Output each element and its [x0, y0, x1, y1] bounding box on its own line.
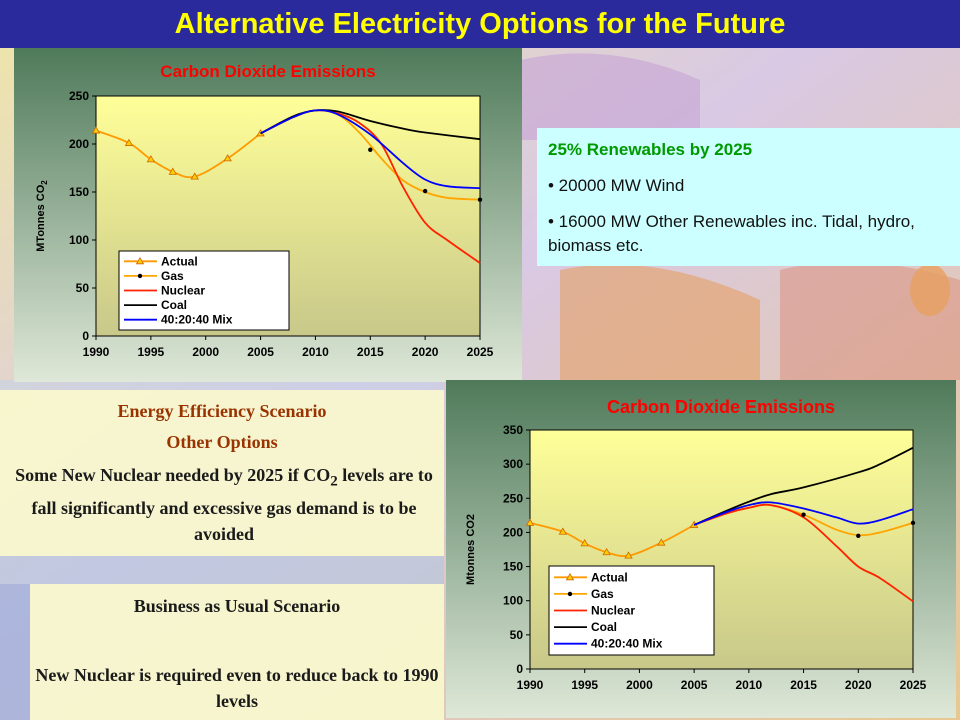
y-tick-label: 200 [503, 525, 523, 539]
y-axis-label: Mtonnes CO2 [465, 514, 477, 585]
gas-data-point [477, 197, 483, 202]
legend-label: Coal [161, 298, 187, 312]
y-axis-label: MTonnes CO2 [35, 180, 49, 252]
chart-title: Carbon Dioxide Emissions [607, 397, 835, 417]
actual-data-point [91, 126, 101, 134]
y-tick-label: 150 [69, 185, 89, 199]
legend-swatch-marker [137, 273, 143, 279]
y-tick-label: 250 [69, 89, 89, 103]
x-tick-label: 2000 [626, 678, 653, 692]
efficiency-scenario-text: Some New Nuclear needed by 2025 if CO2 l… [4, 462, 444, 547]
actual-data-point [146, 155, 156, 163]
legend-label: 40:20:40 Mix [591, 637, 663, 651]
renewables-bullet-other: • 16000 MW Other Renewables inc. Tidal, … [548, 212, 915, 255]
gas-data-point [910, 520, 916, 526]
y-tick-label: 350 [503, 423, 523, 437]
y-tick-label: 50 [510, 628, 524, 642]
x-tick-label: 2025 [900, 678, 927, 692]
x-tick-label: 2005 [247, 345, 274, 359]
y-tick-label: 100 [503, 594, 523, 608]
gas-data-point [801, 512, 806, 517]
legend-label: 40:20:40 Mix [161, 313, 233, 327]
business-as-usual-box: Business as Usual Scenario New Nuclear i… [30, 584, 444, 720]
actual-data-point [124, 138, 134, 146]
renewables-title: 25% Renewables by 2025 [548, 140, 753, 159]
legend-swatch-marker [567, 591, 573, 597]
co2-chart-energy-efficiency: Carbon Dioxide Emissions MTonnes CO2 0 50 10… [14, 48, 522, 382]
y-tick-label: 0 [516, 662, 523, 676]
x-tick-label: 2010 [736, 678, 763, 692]
series-line-nuclear [693, 503, 914, 603]
x-tick-label: 2020 [412, 345, 439, 359]
legend-label: Gas [161, 269, 184, 283]
series-line-coal [693, 446, 914, 526]
legend-swatch-marker [565, 573, 575, 581]
chart-title: Carbon Dioxide Emissions [160, 62, 375, 81]
legend-label: Nuclear [161, 284, 205, 298]
slide-title: Alternative Electricity Options for the … [0, 0, 960, 48]
legend-swatch-marker [135, 257, 145, 265]
gas-data-point [422, 188, 428, 194]
actual-data-point [602, 547, 611, 556]
x-tick-label: 2020 [845, 678, 872, 692]
actual-data-point [580, 539, 589, 547]
legend-label: Nuclear [591, 604, 635, 618]
x-tick-label: 1995 [571, 678, 598, 692]
y-tick-label: 300 [503, 457, 523, 471]
y-axis-label-main: Mtonnes CO2 [465, 514, 477, 585]
legend-label: Coal [591, 620, 617, 634]
x-tick-label: 1990 [83, 345, 110, 359]
legend-label: Gas [591, 587, 614, 601]
y-tick-label: 100 [69, 233, 89, 247]
y-tick-label: 200 [69, 137, 89, 151]
y-axis-label-subscript: 2 [40, 180, 49, 185]
x-tick-label: 1990 [517, 678, 544, 692]
renewables-bullet-wind: • 20000 MW Wind [548, 176, 685, 195]
efficiency-scenario-box: Energy Efficiency Scenario Other Options… [0, 390, 444, 556]
x-tick-label: 2010 [302, 345, 329, 359]
actual-data-point [190, 172, 199, 180]
y-tick-label: 150 [503, 560, 523, 574]
actual-data-point [657, 538, 666, 546]
actual-data-point [558, 527, 568, 535]
co2-chart-business-as-usual: Carbon Dioxide Emissions Mtonnes CO2 0 50 10… [446, 380, 956, 718]
series-line-40-20-40-mix [693, 501, 914, 526]
bau-text: New Nuclear is required even to reduce b… [35, 665, 439, 711]
y-tick-label: 250 [503, 491, 523, 505]
actual-data-point [525, 518, 535, 526]
gas-data-point [856, 533, 861, 539]
efficiency-text-part2: levels are to fall significantly and exc… [31, 465, 433, 544]
actual-data-point [168, 167, 177, 175]
x-tick-label: 2015 [790, 678, 817, 692]
legend-label: Actual [161, 254, 198, 268]
gas-data-point [368, 147, 373, 152]
efficiency-scenario-subtitle: Other Options [166, 432, 278, 452]
efficiency-text-subscript: 2 [330, 473, 338, 490]
renewables-callout: 25% Renewables by 2025 • 20000 MW Wind •… [537, 128, 960, 266]
legend-label: Actual [591, 570, 628, 584]
x-tick-label: 2025 [467, 345, 494, 359]
series-line-40-20-40-mix [260, 109, 481, 190]
x-tick-label: 2000 [192, 345, 219, 359]
efficiency-text-part1: Some New Nuclear needed by 2025 if CO [15, 465, 331, 485]
x-tick-label: 2015 [357, 345, 384, 359]
actual-data-point [223, 154, 232, 162]
y-axis-label-main: MTonnes CO [35, 184, 47, 251]
x-tick-label: 1995 [138, 345, 165, 359]
x-tick-label: 2005 [681, 678, 708, 692]
y-tick-label: 0 [82, 329, 89, 343]
bau-title: Business as Usual Scenario [133, 596, 341, 616]
actual-data-point [624, 551, 633, 559]
y-tick-label: 50 [76, 281, 90, 295]
efficiency-scenario-title: Energy Efficiency Scenario [117, 401, 327, 421]
